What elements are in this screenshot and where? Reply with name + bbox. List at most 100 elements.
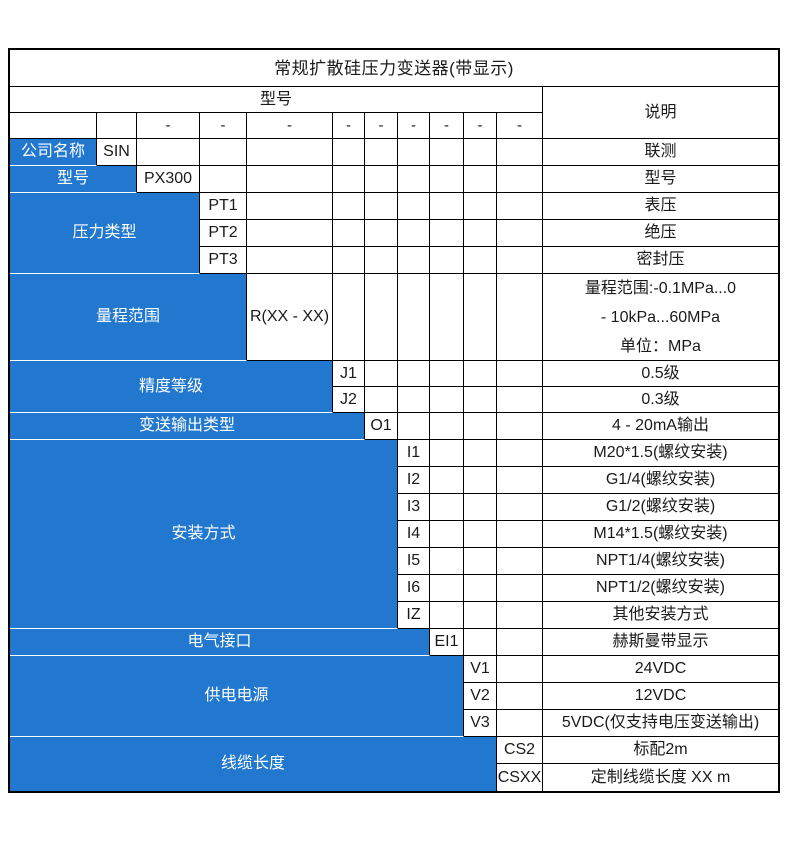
empty-cell	[464, 602, 497, 629]
empty-cell	[430, 602, 464, 629]
section-label-range: 量程范围	[10, 274, 247, 361]
empty-cell	[497, 656, 543, 683]
dash-cell: -	[247, 113, 333, 139]
empty-cell	[365, 274, 398, 361]
empty-cell	[430, 521, 464, 548]
empty-cell	[333, 139, 365, 166]
empty-cell	[247, 247, 333, 274]
dash-cell: -	[430, 113, 464, 139]
empty-cell	[497, 139, 543, 166]
empty-cell	[464, 361, 497, 387]
desc-cell-v1: 24VDC	[543, 656, 778, 683]
code-cell-cs2: CS2	[497, 737, 543, 764]
desc-cell-sealed: 密封压	[543, 247, 778, 274]
empty-cell	[497, 274, 543, 361]
desc-cell-company: 联测	[543, 139, 778, 166]
desc-cell-iz: 其他安装方式	[543, 602, 778, 629]
section-label-electrical: 电气接口	[10, 629, 430, 656]
desc-cell-i6: NPT1/2(螺纹安装)	[543, 575, 778, 602]
range-desc-line1: 量程范围:-0.1MPa...0	[584, 279, 737, 297]
empty-cell	[497, 247, 543, 274]
empty-cell	[497, 602, 543, 629]
code-cell-px300: PX300	[137, 166, 200, 193]
empty-cell	[464, 193, 497, 220]
desc-cell-absolute: 绝压	[543, 220, 778, 247]
dash-cell: -	[333, 113, 365, 139]
empty-cell	[333, 220, 365, 247]
empty-cell	[398, 193, 430, 220]
empty-cell	[365, 193, 398, 220]
empty-cell	[333, 247, 365, 274]
empty-cell	[497, 193, 543, 220]
empty-cell	[333, 166, 365, 193]
desc-cell-i2: G1/4(螺纹安装)	[543, 467, 778, 494]
empty-cell	[497, 166, 543, 193]
dash-cell: -	[200, 113, 247, 139]
desc-cell-i3: G1/2(螺纹安装)	[543, 494, 778, 521]
empty-cell	[333, 274, 365, 361]
section-label-installation: 安装方式	[10, 440, 398, 629]
empty-cell	[497, 548, 543, 575]
section-label-accuracy: 精度等级	[10, 361, 333, 413]
empty-cell	[247, 220, 333, 247]
empty-cell	[398, 247, 430, 274]
empty-cell	[464, 220, 497, 247]
empty-cell	[464, 247, 497, 274]
desc-cell-v3: 5VDC(仅支持电压变送输出)	[543, 710, 778, 737]
code-cell-i3: I3	[398, 494, 430, 521]
dash-cell: -	[398, 113, 430, 139]
code-cell-v1: V1	[464, 656, 497, 683]
desc-cell-cs2: 标配2m	[543, 737, 778, 764]
empty-cell	[464, 139, 497, 166]
range-desc-line2: - 10kPa...60MPa	[600, 308, 721, 326]
empty-cell	[464, 413, 497, 440]
empty-cell	[247, 193, 333, 220]
empty-cell	[464, 166, 497, 193]
code-cell-v2: V2	[464, 683, 497, 710]
desc-cell-i4: M14*1.5(螺纹安装)	[543, 521, 778, 548]
empty-cell	[464, 575, 497, 602]
code-cell-v3: V3	[464, 710, 497, 737]
section-label-pressure-type: 压力类型	[10, 193, 200, 274]
desc-cell-i1: M20*1.5(螺纹安装)	[543, 440, 778, 467]
empty-cell	[10, 113, 97, 139]
empty-cell	[464, 274, 497, 361]
code-cell-i5: I5	[398, 548, 430, 575]
empty-cell	[200, 166, 247, 193]
empty-cell	[430, 387, 464, 413]
empty-cell	[398, 413, 430, 440]
empty-cell	[497, 220, 543, 247]
empty-cell	[497, 521, 543, 548]
empty-cell	[430, 575, 464, 602]
desc-cell-gauge: 表压	[543, 193, 778, 220]
code-cell-iz: IZ	[398, 602, 430, 629]
empty-cell	[398, 166, 430, 193]
code-cell-pt1: PT1	[200, 193, 247, 220]
code-cell-sin: SIN	[97, 139, 137, 166]
empty-cell	[137, 139, 200, 166]
empty-cell	[398, 361, 430, 387]
dash-cell: -	[497, 113, 543, 139]
empty-cell	[464, 387, 497, 413]
dash-cell: -	[464, 113, 497, 139]
empty-cell	[464, 467, 497, 494]
empty-cell	[464, 629, 497, 656]
code-cell-csxx: CSXX	[497, 764, 543, 791]
desc-cell-output: 4 - 20mA输出	[543, 413, 778, 440]
code-cell-j1: J1	[333, 361, 365, 387]
empty-cell	[464, 440, 497, 467]
empty-cell	[497, 440, 543, 467]
empty-cell	[247, 139, 333, 166]
desc-cell-model: 型号	[543, 166, 778, 193]
desc-cell-range: 量程范围:-0.1MPa...0 - 10kPa...60MPa 单位：MPa	[543, 274, 778, 361]
model-selection-table: 常规扩散硅压力变送器(带显示) 型号 说明 - - - - - - - - - …	[8, 48, 780, 793]
model-number-header: 型号	[10, 87, 543, 113]
code-cell-i2: I2	[398, 467, 430, 494]
empty-cell	[430, 494, 464, 521]
empty-cell	[430, 440, 464, 467]
empty-cell	[497, 387, 543, 413]
dash-cell: -	[137, 113, 200, 139]
empty-cell	[430, 413, 464, 440]
section-label-model: 型号	[10, 166, 137, 193]
empty-cell	[497, 467, 543, 494]
